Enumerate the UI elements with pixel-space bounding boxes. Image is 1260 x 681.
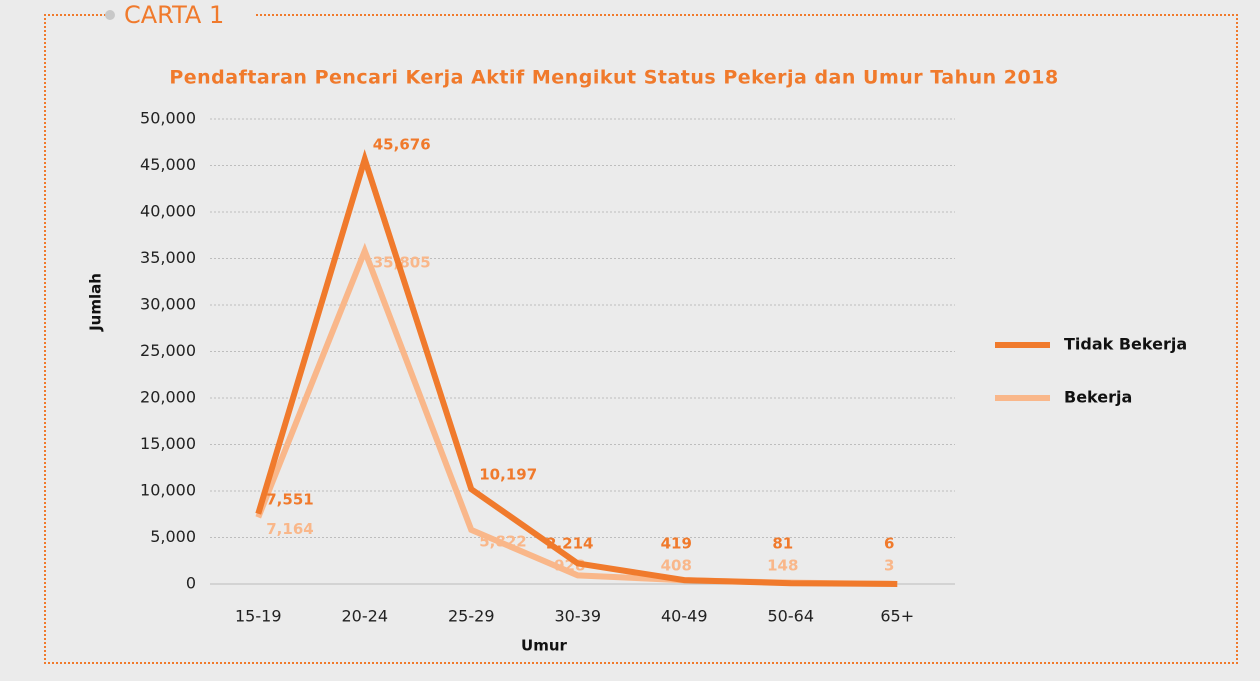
data-label: 35,805	[373, 254, 431, 272]
data-label: 5,822	[479, 532, 526, 550]
data-label: 7,551	[266, 490, 313, 508]
y-tick-label: 5,000	[150, 527, 196, 546]
x-axis-label: Umur	[521, 637, 567, 655]
y-tick-label: 0	[186, 574, 196, 593]
legend-label: Tidak Bekerja	[1064, 335, 1187, 354]
data-label: 7,164	[266, 520, 313, 538]
data-label: 10,197	[479, 466, 537, 484]
y-tick-label: 10,000	[140, 481, 196, 500]
data-label: 419	[661, 535, 692, 553]
legend-label: Bekerja	[1064, 388, 1132, 407]
data-label: 2,214	[546, 535, 593, 553]
data-label: 81	[772, 535, 793, 553]
data-label: 6	[884, 535, 894, 553]
frame	[44, 14, 1238, 664]
y-tick-label: 30,000	[140, 295, 196, 314]
y-tick-label: 35,000	[140, 248, 196, 267]
data-label: 45,676	[373, 136, 431, 154]
x-tick-label: 15-19	[235, 607, 282, 626]
data-label: 408	[661, 557, 692, 575]
y-tick-label: 40,000	[140, 202, 196, 221]
y-tick-label: 45,000	[140, 155, 196, 174]
x-tick-label: 50-64	[768, 607, 815, 626]
x-tick-label: 30-39	[555, 607, 602, 626]
y-tick-label: 20,000	[140, 388, 196, 407]
x-tick-label: 65+	[880, 607, 914, 626]
y-tick-label: 25,000	[140, 341, 196, 360]
x-tick-label: 40-49	[661, 607, 708, 626]
y-tick-label: 50,000	[140, 109, 196, 128]
series-line	[255, 149, 898, 587]
y-tick-label: 15,000	[140, 434, 196, 453]
data-label: 3	[884, 557, 894, 575]
x-tick-label: 25-29	[448, 607, 495, 626]
y-axis-label: Jumlah	[87, 273, 105, 332]
x-tick-label: 20-24	[342, 607, 389, 626]
chart-title: Pendaftaran Pencari Kerja Aktif Mengikut…	[169, 67, 1058, 89]
carta-label: CARTA 1	[124, 1, 224, 29]
label-dot	[105, 10, 115, 20]
data-label: 148	[767, 557, 798, 575]
